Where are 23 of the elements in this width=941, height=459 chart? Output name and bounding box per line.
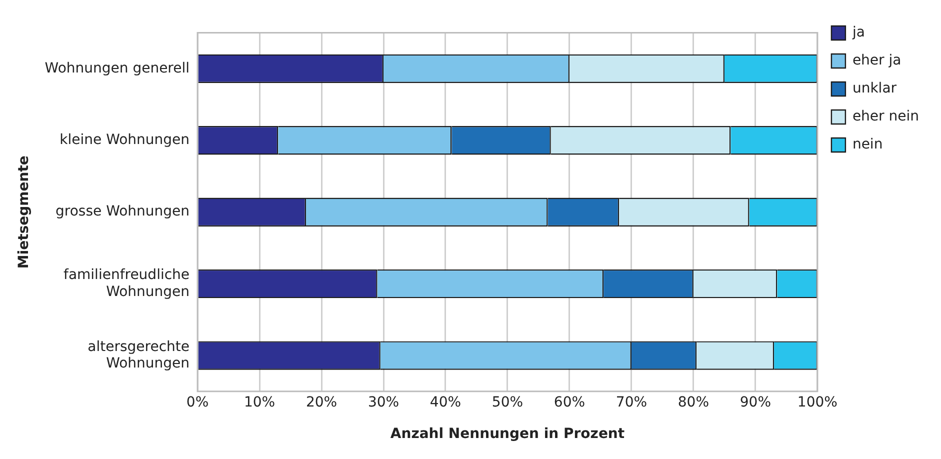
- y-tick-label: altersgerechte Wohnungen: [88, 338, 190, 372]
- x-tick-label: 30%: [368, 394, 400, 410]
- legend-label: eher ja: [852, 52, 902, 69]
- x-tick-label: 20%: [306, 394, 338, 410]
- x-tick-label: 10%: [244, 394, 276, 410]
- y-tick-label: Wohnungen generell: [44, 60, 190, 76]
- x-tick-label: 0%: [186, 394, 209, 410]
- x-tick-label: 50%: [492, 394, 524, 410]
- x-tick-label: 70%: [616, 394, 648, 410]
- y-tick-label: kleine Wohnungen: [60, 132, 190, 148]
- legend-label: unklar: [852, 80, 897, 97]
- y-axis-title: Mietsegmente: [16, 156, 32, 269]
- x-tick-label: 100%: [797, 394, 838, 410]
- x-axis-title: Anzahl Nennungen in Prozent: [390, 426, 625, 442]
- legend-label: eher nein: [852, 108, 920, 125]
- legend-label: nein: [852, 136, 883, 153]
- y-tick-label: familienfreudliche Wohnungen: [64, 267, 190, 300]
- x-tick-label: 40%: [430, 394, 462, 410]
- x-tick-label: 60%: [554, 394, 586, 410]
- x-tick-label: 80%: [678, 394, 710, 410]
- x-tick-label: 90%: [740, 394, 772, 410]
- y-tick-label: grosse Wohnungen: [56, 204, 190, 220]
- legend-label: ja: [851, 24, 865, 41]
